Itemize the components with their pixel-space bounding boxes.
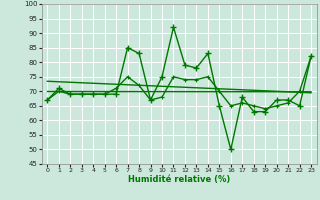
X-axis label: Humidité relative (%): Humidité relative (%)	[128, 175, 230, 184]
